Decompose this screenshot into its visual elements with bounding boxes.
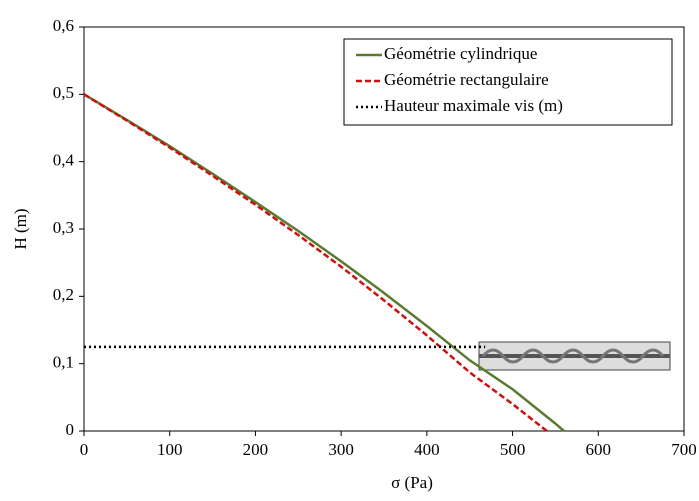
y-tick-label: 0,2 <box>53 285 74 304</box>
x-axis-label: σ (Pa) <box>391 473 433 492</box>
x-tick-label: 500 <box>500 440 526 459</box>
legend-label: Géométrie cylindrique <box>384 44 537 63</box>
series-line <box>83 93 565 432</box>
x-tick-label: 600 <box>586 440 612 459</box>
y-tick-label: 0,1 <box>53 353 74 372</box>
x-tick-label: 700 <box>671 440 697 459</box>
x-tick-label: 0 <box>80 440 89 459</box>
legend-label: Hauteur maximale vis (m) <box>384 96 563 115</box>
y-tick-label: 0,3 <box>53 218 74 237</box>
x-tick-label: 100 <box>157 440 183 459</box>
y-tick-label: 0 <box>66 420 75 439</box>
x-tick-label: 200 <box>243 440 269 459</box>
x-tick-label: 400 <box>414 440 440 459</box>
legend-label: Géométrie rectangulaire <box>384 70 549 89</box>
series-line <box>83 93 548 432</box>
screw-icon <box>478 341 671 371</box>
y-tick-label: 0,4 <box>53 151 75 170</box>
y-axis-label: H (m) <box>11 208 30 249</box>
y-tick-label: 0,6 <box>53 16 74 35</box>
x-tick-label: 300 <box>328 440 354 459</box>
legend-box <box>343 38 673 126</box>
y-tick-label: 0,5 <box>53 83 74 102</box>
